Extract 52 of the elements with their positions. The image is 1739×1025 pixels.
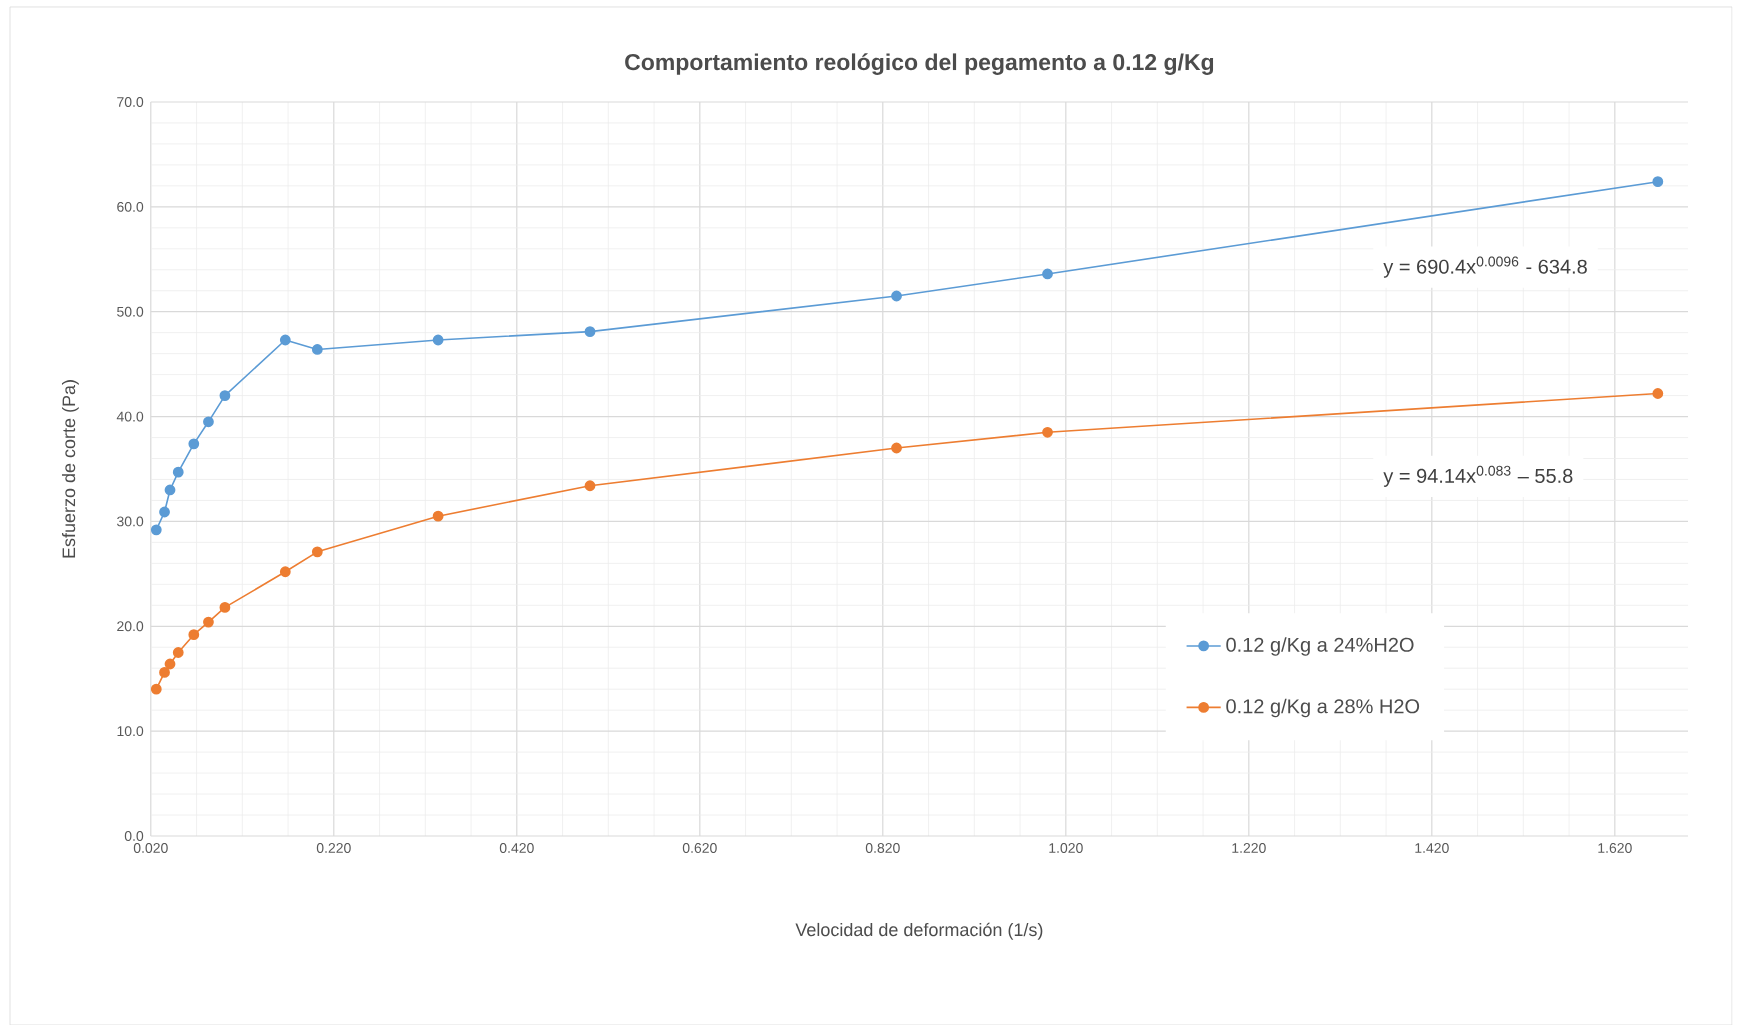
- y-tick-label: 60.0: [117, 201, 144, 212]
- x-tick-label: 1.420: [1415, 842, 1449, 853]
- point: [1652, 176, 1664, 187]
- x-tick-label: 1.020: [1049, 842, 1083, 853]
- y-tick-label: 10.0: [117, 726, 144, 736]
- legend-label: 0.12 g/Kg a 28% H2O: [1226, 698, 1420, 718]
- legend-label: 0.12 g/Kg a 24%H2O: [1226, 636, 1414, 656]
- y-tick-label: 30.0: [117, 516, 144, 527]
- y-axis-title: Esfuerzo de corte (Pa): [61, 379, 79, 558]
- point: [188, 438, 200, 450]
- point: [159, 666, 170, 678]
- point: [159, 506, 170, 518]
- point: [164, 484, 176, 496]
- point: [891, 290, 902, 302]
- x-tick-label: 0.220: [316, 842, 351, 853]
- point: [311, 546, 323, 558]
- point: [311, 343, 323, 355]
- chart-title: Comportamiento reológico del pegamento a 0.12 g/Kg: [625, 52, 1214, 75]
- x-tick-label: 0.620: [682, 842, 717, 853]
- point: [584, 480, 596, 491]
- x-tick-label: 1.220: [1232, 842, 1266, 853]
- point: [279, 566, 291, 577]
- point: [1652, 387, 1664, 399]
- x-axis-title: Velocidad de deformación (1/s): [795, 922, 1043, 940]
- x-tick-label: 0.820: [865, 842, 900, 853]
- point: [584, 326, 596, 337]
- point: [432, 510, 444, 522]
- x-tick-label: 0.020: [133, 842, 168, 853]
- y-tick-label: 70.0: [117, 96, 144, 107]
- annotation: y = 94.14x$^{0.083}$ – 55.8: [1383, 465, 1573, 487]
- point: [219, 601, 231, 613]
- point: [150, 683, 162, 695]
- point: [1042, 426, 1053, 438]
- y-tick-label: 20.0: [117, 621, 144, 632]
- point: [891, 442, 902, 454]
- point: [150, 524, 162, 536]
- point: [203, 616, 214, 628]
- point: [219, 390, 231, 401]
- point: [1042, 268, 1053, 280]
- point: [164, 658, 176, 670]
- y-tick-label: 50.0: [117, 306, 144, 317]
- point: [188, 629, 200, 640]
- x-tick-label: 0.420: [499, 842, 534, 853]
- x-tick-label: 1.620: [1598, 842, 1632, 853]
- point: [172, 646, 184, 658]
- point: [203, 416, 214, 428]
- annotation: y = 690.4x$^{0.0096}$ - 634.8: [1383, 256, 1587, 278]
- point: [279, 334, 291, 346]
- y-tick-label: 0.0: [124, 830, 144, 841]
- point: [172, 466, 184, 478]
- point: [432, 334, 444, 346]
- y-tick-label: 40.0: [116, 411, 144, 422]
